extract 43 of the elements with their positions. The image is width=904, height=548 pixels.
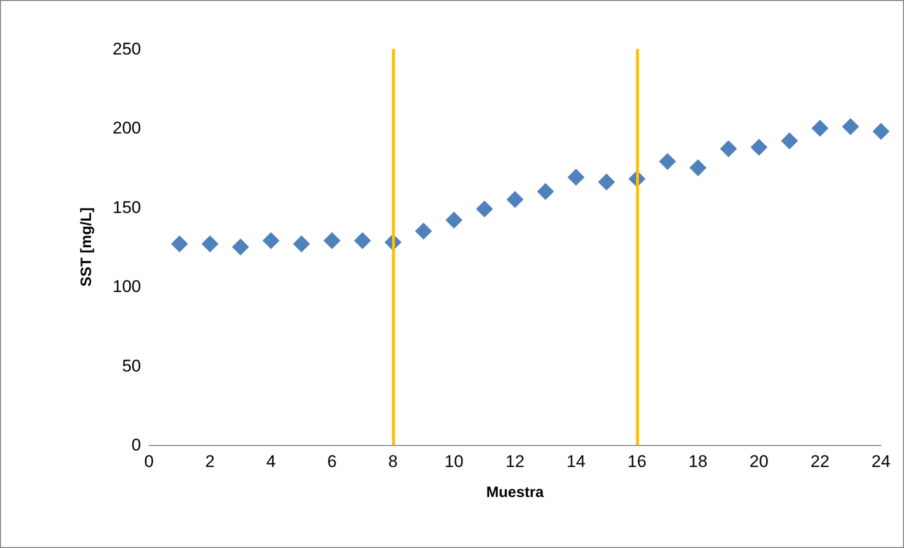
x-tick-label: 14	[566, 452, 586, 471]
point	[872, 122, 890, 140]
point	[842, 118, 859, 136]
point	[568, 168, 584, 186]
point	[232, 238, 249, 256]
x-tick-label: 12	[506, 452, 524, 471]
point	[476, 200, 493, 218]
point	[262, 232, 280, 250]
x-tick-label: 20	[750, 452, 768, 471]
point	[506, 190, 524, 208]
point	[293, 235, 310, 252]
y-tick-label: 0	[132, 436, 141, 454]
y-tick-label: 50	[122, 356, 141, 376]
point	[415, 222, 432, 240]
x-tick-label: 6	[327, 452, 337, 471]
x-tick-label: 2	[205, 452, 215, 471]
point	[171, 235, 188, 252]
x-axis-title: Muestra	[486, 484, 544, 501]
point	[354, 232, 371, 250]
x-tick-label: 10	[444, 452, 464, 471]
x-tick-label: 18	[688, 452, 708, 471]
x-tick-label: 22	[810, 452, 830, 471]
point	[202, 235, 218, 252]
point	[690, 159, 706, 176]
y-axis-title: SST [mg/L]	[78, 207, 95, 287]
point	[750, 138, 768, 156]
x-tick-label: 16	[628, 452, 646, 471]
point	[598, 174, 615, 191]
y-tick-label: 100	[112, 277, 141, 296]
y-tick-label: 200	[112, 118, 141, 138]
x-tick-label: 4	[266, 452, 276, 471]
y-tick-label: 150	[112, 198, 141, 217]
point	[812, 120, 828, 137]
point	[659, 152, 676, 170]
point	[781, 132, 798, 150]
x-tick-label: 24	[872, 452, 890, 471]
point	[446, 212, 462, 229]
x-tick-label: 0	[144, 452, 154, 471]
x-tick-label: 8	[388, 452, 398, 471]
point	[720, 140, 737, 158]
point	[537, 183, 554, 200]
y-tick-label: 250	[112, 40, 141, 58]
point	[324, 232, 340, 250]
